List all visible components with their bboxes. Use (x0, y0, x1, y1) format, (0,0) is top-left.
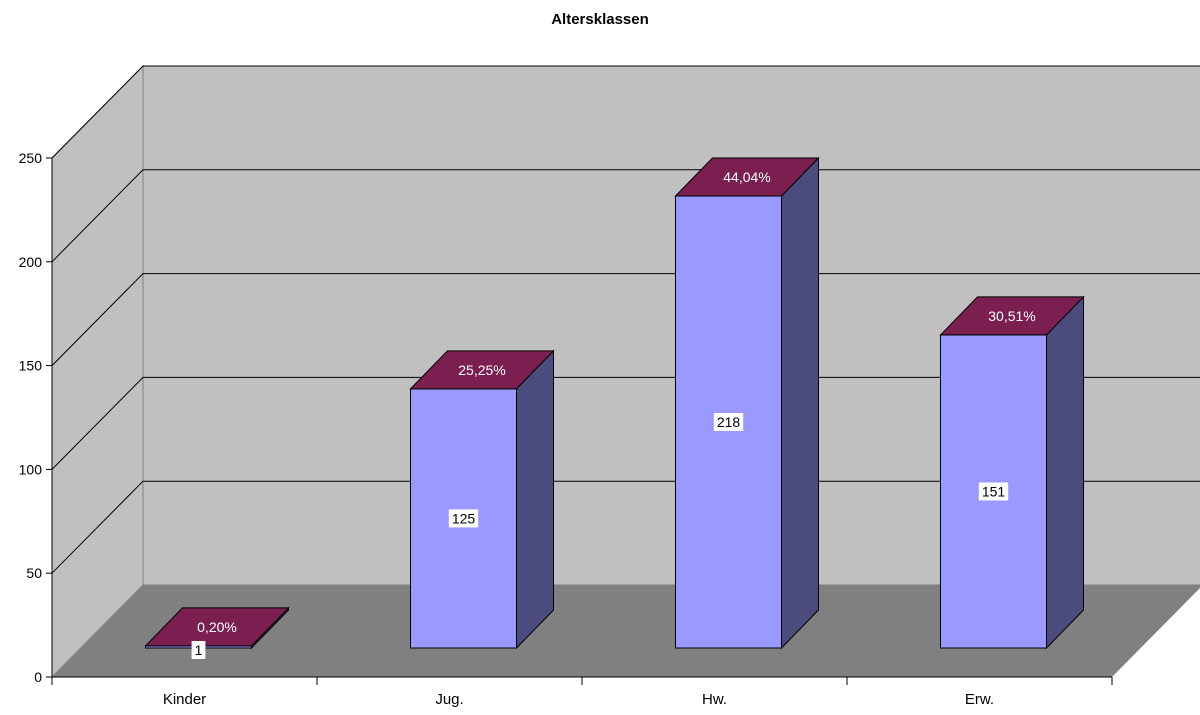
bar-percent-label: 0,20% (197, 619, 237, 635)
x-tick-label: Erw. (965, 691, 994, 708)
bar-value-label: 151 (982, 483, 1006, 499)
y-tick-label: 100 (19, 461, 43, 477)
bar-value-label-bg (191, 641, 206, 659)
bar-value-label: 218 (717, 414, 741, 430)
bar: 25,25% 125 (409, 349, 555, 650)
y-tick-label: 250 (19, 150, 43, 166)
bar-value-label-bg (448, 509, 479, 528)
bar-side (516, 349, 554, 650)
bar-top (144, 607, 290, 647)
bar-percent-label: 25,25% (458, 362, 505, 378)
gridline (51, 480, 1200, 574)
bar-value-label-bg (713, 413, 744, 431)
bar-side (781, 156, 819, 650)
bar: 30,51% 151 (939, 295, 1085, 650)
plot-walls (51, 64, 1200, 679)
gridlines (51, 65, 1200, 574)
x-tick-label: Jug. (435, 691, 463, 708)
bar-top (674, 157, 820, 197)
bar-percent-label: 30,51% (988, 308, 1035, 324)
chart-title: Altersklassen (551, 11, 649, 28)
floor (52, 585, 1200, 677)
gridline (51, 65, 1200, 159)
y-tick-labels: 0 50 100 150 200 250 (19, 150, 52, 685)
bar: 44,04% 218 (674, 156, 820, 650)
gridline (51, 273, 1200, 366)
bar-percent-label: 44,04% (723, 169, 770, 185)
x-tick-label: Kinder (163, 691, 206, 708)
y-tick-label: 150 (19, 358, 43, 374)
bar: 0,20% 1 (144, 606, 290, 659)
bar-value-label-bg (978, 482, 1009, 501)
y-tick-label: 200 (19, 254, 43, 270)
bar-value-label: 1 (195, 642, 203, 658)
bars: 0,20% 1 25,25% 125 44,04% 218 30,51% 151 (144, 156, 1085, 659)
side-wall (51, 64, 144, 679)
y-tick-label: 0 (34, 669, 42, 685)
bar-top (409, 350, 555, 390)
x-tick-label: Hw. (702, 691, 727, 708)
y-tick-label: 50 (26, 565, 42, 581)
gridline (51, 169, 1200, 263)
bar-value-label: 125 (452, 510, 476, 526)
gridline (51, 376, 1200, 470)
x-category-labels: Kinder Jug. Hw. Erw. (51, 677, 1113, 708)
bar-top (939, 296, 1085, 336)
bar-side (1046, 295, 1084, 650)
